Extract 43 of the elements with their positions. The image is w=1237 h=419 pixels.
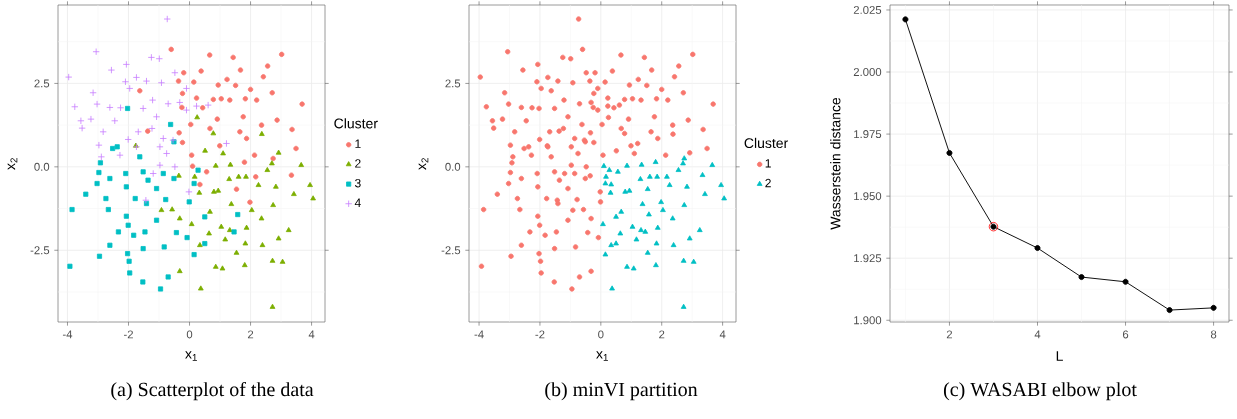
x-tick-label: 0 xyxy=(598,330,604,339)
y-tick-label: 1.925 xyxy=(854,254,882,263)
y-tick-label: 2.025 xyxy=(853,5,882,14)
x-tick-label: -4 xyxy=(474,330,484,339)
y-axis-title: Wasserstein distance xyxy=(830,97,841,230)
x-tick-label: 2 xyxy=(247,330,254,339)
legend-title: Cluster xyxy=(744,137,788,149)
legend-label: 4 xyxy=(354,198,361,207)
text: (c) WASABI elbow plot xyxy=(943,382,1137,401)
legend-label: 3 xyxy=(354,178,361,188)
y-tick-label: -2.5 xyxy=(441,246,461,255)
y-tick-label: 2.000 xyxy=(853,68,882,77)
x-axis-title: x$_{1}$ xyxy=(596,351,608,361)
legend-label: 1 xyxy=(765,159,771,168)
x-tick-label: 4 xyxy=(308,330,315,339)
y-tick-label: 1.900 xyxy=(854,316,882,325)
x-tick-label: 2 xyxy=(659,330,665,339)
legend-label: 1 xyxy=(355,139,361,148)
y-tick-label: 1.950 xyxy=(854,192,882,201)
x-tick-label: -2 xyxy=(123,330,133,339)
x-tick-label: 6 xyxy=(1122,330,1129,339)
x-tick-label: 4 xyxy=(719,330,726,339)
x-axis-title: x$_{1}$ xyxy=(185,351,197,361)
x-tick-label: 8 xyxy=(1210,330,1217,339)
y-tick-label: 1.975 xyxy=(854,130,882,139)
y-axis-title: x$_{2}$ xyxy=(7,158,18,170)
y-tick-label: 0.0 xyxy=(445,162,461,171)
x-axis-title: L xyxy=(1056,351,1063,361)
x-tick-label: -4 xyxy=(62,330,73,339)
x-tick-label: 0 xyxy=(186,330,193,339)
text: (b) minVI partition xyxy=(545,382,698,401)
text: (a) Scatterplot of the data xyxy=(111,381,314,401)
y-tick-label: -2.5 xyxy=(30,246,50,255)
x-tick-label: 4 xyxy=(1034,330,1041,339)
y-tick-label: 2.5 xyxy=(34,79,50,88)
legend-label: 2 xyxy=(765,178,771,188)
y-tick-label: 2.5 xyxy=(445,79,461,88)
legend-title: Cluster xyxy=(334,118,378,129)
x-tick-label: -2 xyxy=(535,330,545,339)
y-tick-label: 0.0 xyxy=(34,162,50,171)
y-axis-title: x$_{2}$ xyxy=(418,158,429,170)
x-tick-label: 2 xyxy=(946,330,953,339)
legend-label: 2 xyxy=(355,159,361,168)
